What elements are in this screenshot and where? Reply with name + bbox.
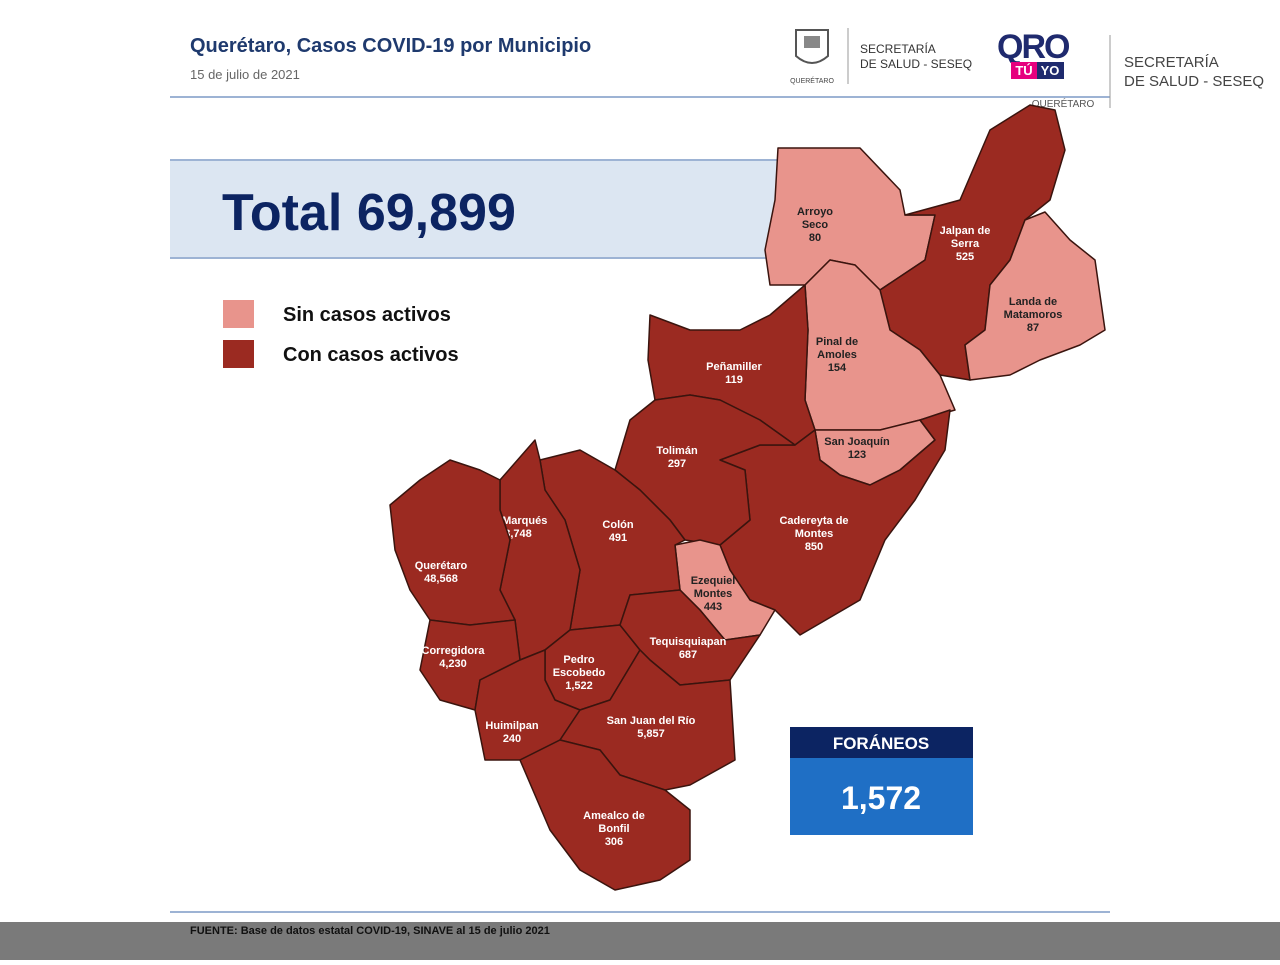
secretaria-line: SECRETARÍA — [1124, 54, 1219, 71]
municipality-cases: 4,230 — [439, 658, 467, 670]
municipality-name: Tequisquiapan — [650, 636, 727, 648]
municipality-name: Arroyo — [797, 206, 833, 218]
municipality — [964, 211, 1106, 381]
yo-logo: YO — [1041, 63, 1060, 78]
legend-swatch — [223, 340, 254, 368]
secretaria-line: DE SALUD - SESEQ — [1124, 73, 1264, 90]
municipality-label: Querétaro 48,568 — [415, 560, 468, 585]
municipality-cases: 443 — [704, 601, 722, 613]
total-value: 69,899 — [357, 184, 516, 242]
municipality-name: Serra — [951, 238, 980, 250]
foraneos-header — [790, 727, 973, 758]
municipality-name: Cadereyta de — [779, 515, 848, 527]
municipality-label: Jalpan de Serra 525 — [940, 225, 991, 263]
municipality-label: Cadereyta de Montes 850 — [779, 515, 848, 553]
municipality-label: Landa de Matamoros 87 — [1004, 296, 1063, 334]
municipality-cases: 3,748 — [504, 528, 532, 540]
municipality-name: Matamoros — [1004, 309, 1063, 321]
municipality-label: Pinal de Amoles 154 — [816, 336, 858, 374]
municipality-name: Ezequiel — [691, 575, 736, 587]
total: Total 69,899 — [222, 184, 516, 242]
municipality-name: Landa de — [1009, 296, 1057, 308]
footer-band — [0, 922, 1280, 960]
municipality-name: Pedro — [563, 654, 594, 666]
municipality — [389, 459, 516, 626]
municipality-label: Huimilpan 240 — [485, 720, 538, 745]
municipality-cases: 306 — [605, 836, 623, 848]
municipality-name: Corregidora — [422, 645, 486, 657]
municipality-cases: 850 — [805, 541, 823, 553]
municipality-name: Bonfil — [598, 823, 629, 835]
secretaria-line: SECRETARÍA — [860, 41, 936, 56]
foraneos-label: FORÁNEOS — [833, 734, 929, 753]
seal-caption: QUERÉTARO — [790, 76, 834, 85]
municipality — [519, 739, 691, 891]
legend-swatch — [223, 300, 254, 328]
foraneos-box — [790, 758, 973, 835]
municipality-cases: 119 — [725, 374, 743, 386]
municipality-name: Escobedo — [553, 667, 606, 679]
yo-box — [1037, 62, 1064, 79]
municipality-label: Peñamiller 119 — [706, 361, 762, 386]
municipality-cases: 5,857 — [637, 728, 665, 740]
municipality-label: Corregidora 4,230 — [422, 645, 486, 670]
municipality-name: Querétaro — [415, 560, 468, 572]
municipality-name: Peñamiller — [706, 361, 762, 373]
source: FUENTE: Base de datos estatal COVID-19, … — [190, 925, 550, 937]
municipality-cases: 80 — [809, 232, 821, 244]
secretaria-line: DE SALUD - SESEQ — [860, 57, 972, 71]
municipality-label: Amealco de Bonfil 306 — [583, 810, 645, 848]
total-band — [170, 160, 790, 258]
tu-box — [1011, 62, 1037, 79]
municipality-cases: 154 — [828, 362, 847, 374]
municipality-name: Amoles — [817, 349, 857, 361]
municipality-cases: 1,522 — [565, 680, 593, 692]
qro-caption: QUERÉTARO — [1032, 97, 1095, 110]
qro-logo: QRO — [997, 28, 1070, 66]
municipality-cases: 687 — [679, 649, 697, 661]
municipality-label: Pedro Escobedo 1,522 — [553, 654, 606, 692]
municipality-label: San Joaquín 123 — [824, 436, 890, 461]
municipality-cases: 48,568 — [424, 573, 458, 585]
municipality-label: Ezequiel Montes 443 — [691, 575, 736, 613]
municipality-cases: 123 — [848, 449, 866, 461]
municipality-name: Amealco de — [583, 810, 645, 822]
legend: Sin casos activos Con casos activos — [223, 300, 459, 368]
foraneos-value: 1,572 — [841, 780, 921, 816]
municipality-name: San Juan del Río — [607, 715, 696, 727]
municipality-cases: 491 — [609, 532, 627, 544]
map: Arroyo Seco 80 Jalpan de Serra 525 Landa de Mat… — [389, 104, 1106, 891]
total-label: Total — [222, 184, 342, 242]
legend-label: Sin casos activos — [283, 304, 451, 326]
municipality-name: Montes — [795, 528, 834, 540]
municipality-name: Huimilpan — [485, 720, 538, 732]
municipality-name: Colón — [602, 519, 633, 531]
municipality-label: Colón 491 — [602, 519, 633, 544]
municipality-label: Tequisquiapan 687 — [650, 636, 727, 661]
title: Querétaro, Casos COVID-19 por Municipio — [190, 35, 591, 57]
seal-logo: QUERÉTARO — [790, 29, 834, 85]
municipality-name: San Joaquín — [824, 436, 890, 448]
municipality-name: Montes — [694, 588, 733, 600]
municipality-cases: 240 — [503, 733, 521, 745]
municipality-cases: 525 — [956, 251, 974, 263]
date: 15 de julio de 2021 — [190, 67, 300, 82]
municipality-name: Tolimán — [656, 445, 698, 457]
municipality-name: Jalpan de — [940, 225, 991, 237]
municipality-name: Seco — [802, 219, 829, 231]
legend-label: Con casos activos — [283, 344, 459, 366]
municipality-label: San Juan del Río 5,857 — [607, 715, 696, 740]
municipality-cases: 297 — [668, 458, 686, 470]
municipality-label: Arroyo Seco 80 — [797, 206, 833, 244]
municipality-label: Tolimán 297 — [656, 445, 698, 470]
tu-logo: TÚ — [1015, 63, 1032, 78]
municipality-cases: 87 — [1027, 322, 1039, 334]
municipality-name: Pinal de — [816, 336, 858, 348]
